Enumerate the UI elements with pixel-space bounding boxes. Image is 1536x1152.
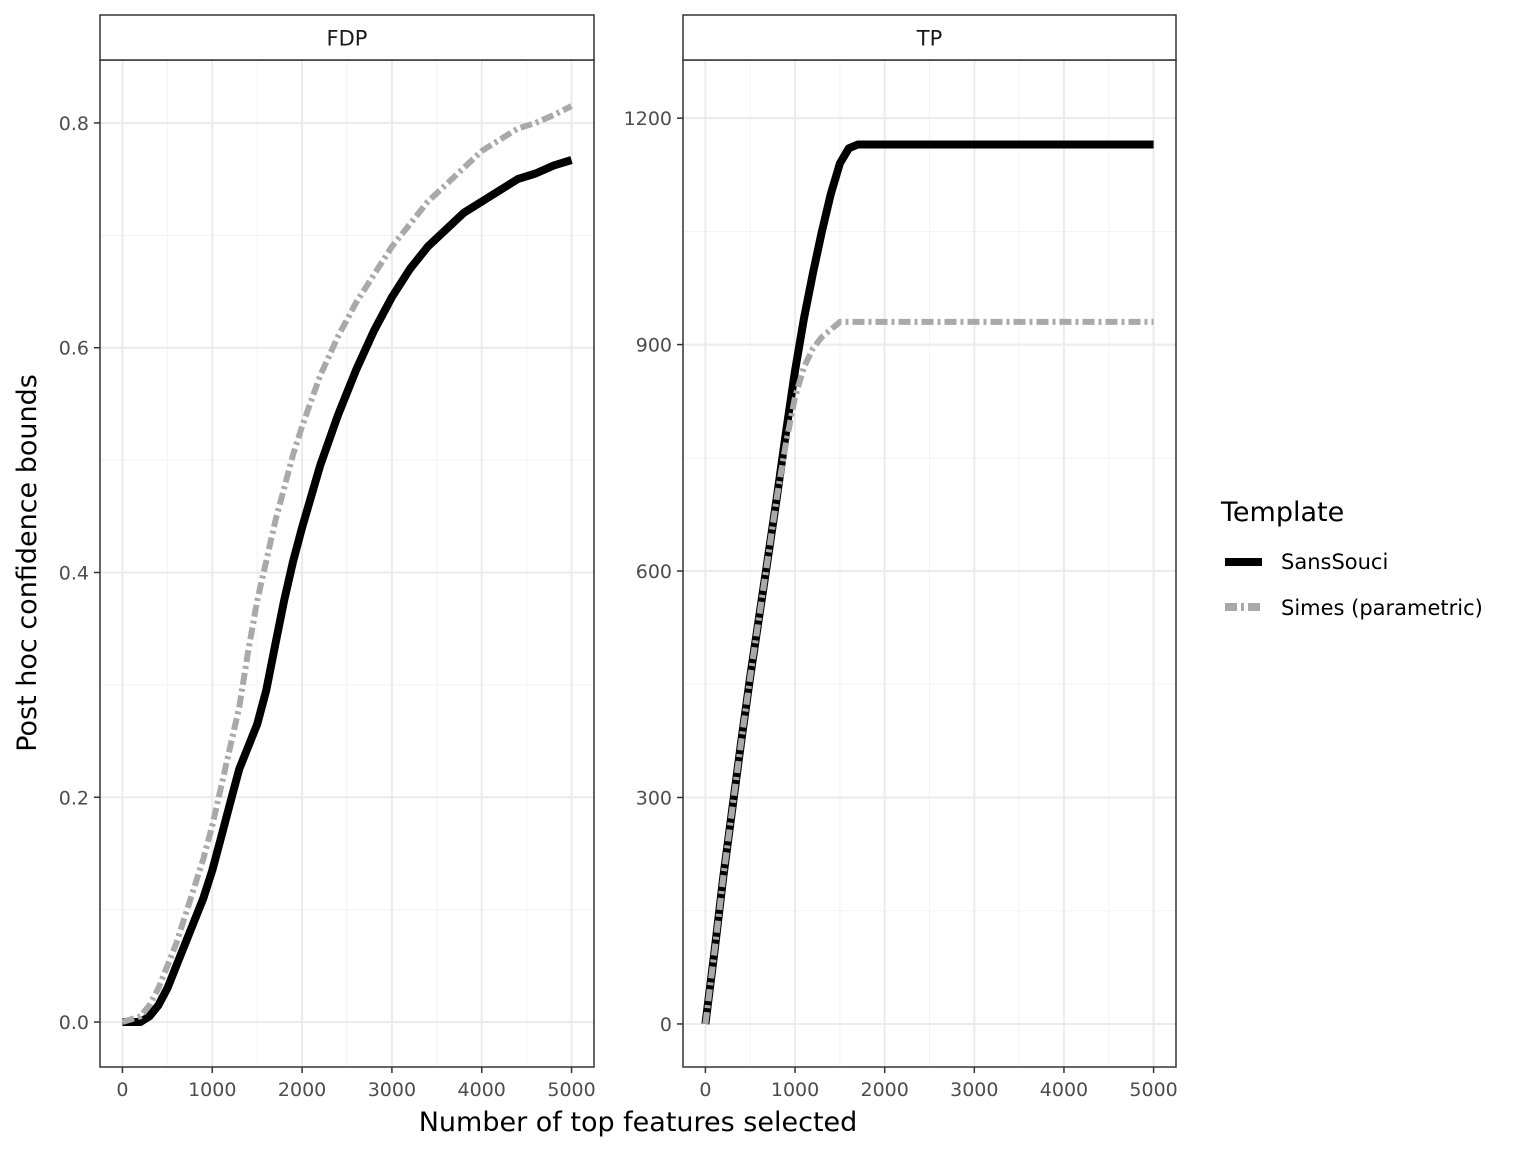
x-tick-label: 4000 [458, 1079, 506, 1101]
x-tick-label: 1000 [188, 1079, 236, 1101]
legend-label-sanssouci: SansSouci [1281, 550, 1388, 574]
x-tick-label: 0 [116, 1079, 128, 1101]
strip-label-tp: TP [916, 27, 943, 51]
series-line-fdp-sanssouci [122, 156, 573, 1026]
legend-label-simes-parametric: Simes (parametric) [1281, 596, 1483, 620]
y-tick-label: 0.8 [59, 113, 89, 135]
y-tick-label: 0.0 [59, 1012, 89, 1034]
y-tick-label: 0.2 [59, 787, 89, 809]
x-tick-label: 0 [699, 1079, 711, 1101]
x-tick-label: 2000 [278, 1079, 326, 1101]
x-tick-label: 5000 [547, 1079, 595, 1101]
y-tick-label: 600 [636, 561, 672, 583]
strip-label-fdp: FDP [327, 27, 368, 51]
panel-tp: 0 1000 2000 3000 4000 5000 0 300 600 900 1200 TP [624, 14, 1178, 1101]
x-tick-label: 3000 [368, 1079, 416, 1101]
x-tick-label: 5000 [1129, 1079, 1177, 1101]
legend-title: Template [1220, 497, 1344, 528]
x-axis-title: Number of top features selected [419, 1107, 858, 1138]
y-tick-label: 0.6 [59, 338, 89, 360]
y-tick-label: 900 [636, 335, 672, 357]
y-axis-title: Post hoc confidence bounds [12, 374, 43, 752]
series-line-tp-simes-parametric [702, 318, 1154, 1025]
series-line-fdp-simes-parametric [121, 103, 573, 1025]
panels-layer: 0 1000 2000 3000 4000 50000.00.20.40.60.8FDP0… [59, 14, 1178, 1101]
strip-fdp [99, 14, 595, 61]
y-tick-label: 0.4 [59, 562, 89, 584]
x-tick-label: 3000 [950, 1079, 998, 1101]
x-tick-label: 4000 [1040, 1079, 1088, 1101]
x-tick-label: 1000 [771, 1079, 819, 1101]
x-tick-label: 2000 [861, 1079, 909, 1101]
y-tick-label: 0 [660, 1014, 672, 1036]
y-tick-label: 300 [636, 788, 672, 810]
panel-fdp: 0 1000 2000 3000 4000 5000 0.0 0.2 0.4 0.6 0.8 FDP [59, 14, 596, 1101]
strip-tp [682, 14, 1177, 61]
legend: Template SansSouci Simes (parametric) [1220, 497, 1483, 620]
y-tick-label: 1200 [624, 108, 672, 130]
